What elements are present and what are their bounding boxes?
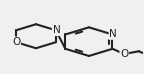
Text: O: O bbox=[12, 37, 20, 47]
Text: N: N bbox=[53, 25, 60, 35]
Text: O: O bbox=[120, 49, 128, 59]
Text: N: N bbox=[109, 29, 117, 39]
